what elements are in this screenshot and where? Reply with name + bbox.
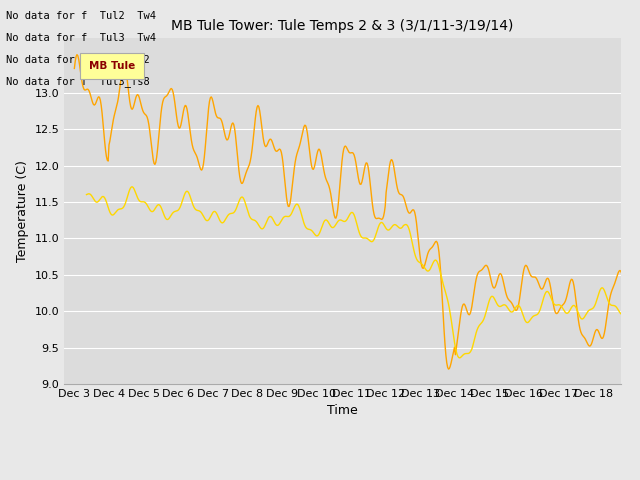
Title: MB Tule Tower: Tule Temps 2 & 3 (3/1/11-3/19/14): MB Tule Tower: Tule Temps 2 & 3 (3/1/11-… [172,19,513,33]
Line: Tul2_Ts-8: Tul2_Ts-8 [86,187,628,358]
Tul2_Ts-2 [230,121,237,127]
Tul2_Ts-8 [237,194,245,200]
Tul2_Ts-2 [88,96,95,102]
X-axis label: Time: Time [327,405,358,418]
Tul2_Ts-2 [624,293,632,299]
Tul2_Ts-2 [477,268,484,274]
Tul2_Ts-2 [124,77,131,83]
Line: Tul2_Ts-2: Tul2_Ts-2 [74,55,628,369]
Tul2_Ts-2 [396,191,403,196]
Tul2_Ts-8 [475,324,483,329]
Tul2_Ts-8 [624,302,632,308]
Tul2_Ts-8 [87,192,95,198]
Text: No data for f  Tul3_Ts8: No data for f Tul3_Ts8 [6,76,150,87]
Tul2_Ts-2 [239,180,246,186]
Tul2_Ts-8 [394,224,402,230]
Text: MB Tule: MB Tule [89,61,135,71]
Tul2_Ts-2 [445,366,452,372]
Y-axis label: Temperature (C): Temperature (C) [16,160,29,262]
Tul2_Ts-8 [229,210,237,216]
Tul2_Ts-8 [122,198,130,204]
Text: No data for f  Tul2  Tw4: No data for f Tul2 Tw4 [6,11,156,21]
Tul2_Ts-2 [73,52,81,58]
Tul2_Ts-2 [70,66,78,72]
Text: No data for f  Tul3_Ts2: No data for f Tul3_Ts2 [6,54,150,65]
Text: No data for f  Tul3  Tw4: No data for f Tul3 Tw4 [6,33,156,43]
